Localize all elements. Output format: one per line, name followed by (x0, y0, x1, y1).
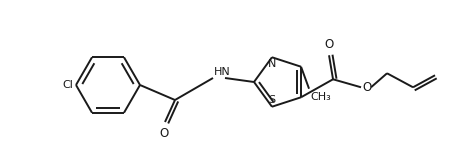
Text: O: O (325, 38, 334, 51)
Text: S: S (268, 95, 276, 105)
Text: N: N (268, 59, 276, 69)
Text: CH₃: CH₃ (310, 92, 331, 102)
Text: HN: HN (214, 67, 231, 77)
Text: Cl: Cl (62, 80, 73, 90)
Text: O: O (159, 127, 169, 140)
Text: O: O (362, 81, 371, 94)
